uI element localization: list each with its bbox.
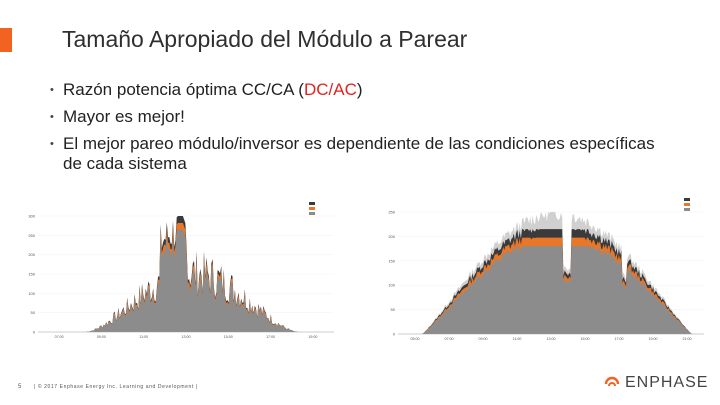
- enphase-logo: ENPHASE: [604, 374, 708, 392]
- x-tick-label: 17:00: [266, 335, 275, 339]
- bullet-text-end: ): [356, 80, 363, 99]
- series-area: [398, 246, 704, 334]
- x-tick-label: 09:00: [479, 337, 488, 341]
- y-tick-label: 200: [388, 234, 395, 239]
- x-tick-label: 11:00: [513, 337, 522, 341]
- x-tick-label: 15:00: [224, 335, 233, 339]
- y-tick-label: 0: [33, 330, 36, 335]
- legend: [684, 198, 690, 211]
- legend-swatch: [309, 207, 315, 210]
- y-tick-label: 100: [28, 291, 35, 296]
- y-tick-label: 250: [388, 210, 395, 215]
- title-accent-bar: [0, 28, 12, 52]
- series-areas: [398, 212, 704, 334]
- legend-swatch: [309, 202, 315, 205]
- logo-text: ENPHASE: [625, 374, 709, 391]
- bullet-item: El mejor pareo módulo/inversor es depend…: [50, 134, 670, 174]
- x-tick-label: 15:00: [581, 337, 590, 341]
- x-tick-label: 17:00: [615, 337, 624, 341]
- series-area: [38, 229, 334, 332]
- legend: [309, 202, 315, 215]
- y-tick-label: 200: [28, 252, 35, 257]
- bullet-item: Razón potencia óptima CC/CA (DC/AC): [50, 80, 670, 100]
- right-production-chart: 0 50 100 150 200 250 05:00 07:00 09:00 11:00 13:0…: [388, 198, 704, 341]
- page-number: 5: [18, 384, 22, 390]
- y-tick-labels: 0 50 100 150 200 250 300: [28, 214, 35, 335]
- y-tick-label: 50: [391, 307, 396, 312]
- x-tick-label: 11:00: [139, 335, 148, 339]
- bullet-text: Mayor es mejor!: [63, 107, 185, 126]
- y-tick-label: 150: [388, 258, 395, 263]
- y-tick-label: 50: [31, 310, 36, 315]
- x-tick-label: 07:00: [445, 337, 454, 341]
- x-tick-labels: 07:00 09:00 11:00 13:00 15:00 17:00 19:00: [55, 335, 318, 339]
- x-tick-label: 09:00: [97, 335, 106, 339]
- bullet-list: Razón potencia óptima CC/CA (DC/AC) Mayo…: [50, 80, 670, 181]
- bullet-text: El mejor pareo módulo/inversor es depend…: [63, 134, 655, 173]
- bullet-item: Mayor es mejor!: [50, 107, 670, 127]
- x-tick-label: 13:00: [547, 337, 556, 341]
- legend-swatch: [684, 203, 690, 206]
- legend-swatch: [684, 208, 690, 211]
- legend-swatch: [309, 212, 315, 215]
- x-tick-label: 13:00: [182, 335, 191, 339]
- bullet-text: Razón potencia óptima CC/CA (: [63, 80, 304, 99]
- y-tick-label: 0: [393, 332, 396, 337]
- x-tick-label: 19:00: [308, 335, 317, 339]
- y-tick-labels: 0 50 100 150 200 250: [388, 210, 395, 337]
- y-tick-label: 250: [28, 233, 35, 238]
- footer-copyright: | © 2017 Enphase Energy Inc. Learning an…: [34, 384, 198, 390]
- series-areas: [38, 216, 334, 332]
- x-tick-label: 19:00: [649, 337, 658, 341]
- y-tick-label: 300: [28, 214, 35, 219]
- x-tick-label: 07:00: [55, 335, 64, 339]
- y-tick-label: 150: [28, 272, 35, 277]
- enphase-arc-icon: [604, 376, 620, 387]
- bullet-highlight: DC/AC: [303, 80, 357, 99]
- left-production-chart: 0 50 100 150 200 250 300 07:00 09:00 11:00 13:00 1…: [28, 202, 334, 339]
- footer: 5 | © 2017 Enphase Energy Inc. Learning …: [0, 372, 720, 400]
- x-tick-label: 21:00: [683, 337, 692, 341]
- x-tick-label: 05:00: [411, 337, 420, 341]
- y-tick-label: 100: [388, 283, 395, 288]
- x-tick-labels: 05:00 07:00 09:00 11:00 13:00 15:00 17:00 19:00…: [411, 337, 692, 341]
- legend-swatch: [684, 198, 690, 201]
- slide-title: Tamaño Apropiado del Módulo a Parear: [62, 26, 468, 52]
